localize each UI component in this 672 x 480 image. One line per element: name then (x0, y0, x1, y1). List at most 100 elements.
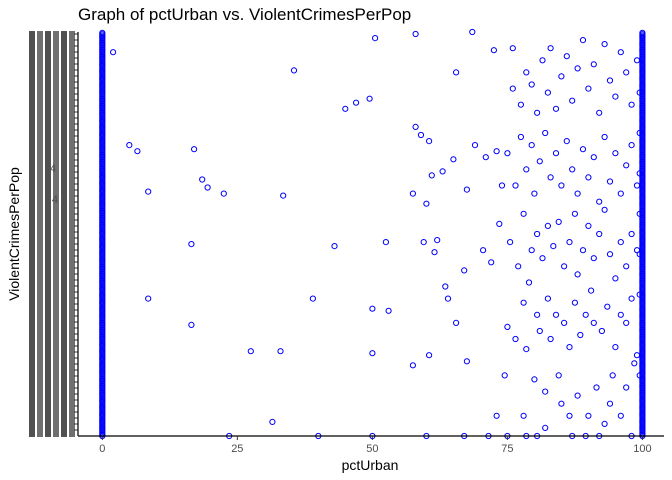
data-point (453, 69, 460, 76)
data-point (579, 37, 587, 44)
data-point (145, 188, 152, 195)
data-point (552, 105, 560, 112)
data-point (588, 287, 595, 294)
data-point (534, 109, 541, 116)
y-tick-label-band (29, 31, 35, 437)
data-point (366, 95, 373, 102)
data-point (461, 267, 468, 274)
data-point (488, 259, 495, 266)
data-point (188, 321, 195, 328)
data-point (423, 200, 430, 207)
data-point (534, 230, 541, 238)
data-point (247, 348, 254, 355)
data-point (558, 73, 565, 80)
data-point (204, 184, 211, 191)
data-point (574, 65, 581, 72)
y-tick-label-band (61, 31, 67, 437)
data-point (552, 150, 560, 157)
dense-columns (99, 29, 646, 440)
data-point (496, 220, 503, 227)
data-point (617, 311, 624, 318)
data-point (590, 255, 597, 262)
chart-title: Graph of pctUrban vs. ViolentCrimesPerPo… (78, 5, 411, 24)
data-point (601, 133, 608, 141)
data-point (623, 162, 630, 169)
data-point (612, 344, 619, 351)
data-point (555, 372, 562, 379)
data-point (110, 49, 117, 56)
data-point (520, 412, 527, 419)
data-point (636, 89, 643, 96)
data-point (574, 392, 581, 399)
data-point (558, 400, 565, 407)
data-point (342, 105, 349, 112)
data-point (596, 198, 603, 205)
data-point (426, 138, 433, 145)
data-point (544, 222, 552, 229)
data-point (612, 275, 619, 282)
data-point (617, 49, 624, 56)
data-point (585, 412, 592, 419)
data-point (628, 101, 635, 108)
data-point (636, 372, 643, 379)
data-point (571, 299, 579, 306)
data-point (636, 170, 643, 177)
data-point (606, 400, 614, 407)
data-point (269, 418, 276, 425)
data-point (277, 348, 284, 355)
data-point (601, 41, 608, 48)
data-point (501, 372, 508, 379)
data-point (420, 239, 427, 246)
data-point (531, 376, 538, 383)
data-point (528, 247, 535, 254)
data-point (372, 35, 379, 42)
data-point (547, 335, 554, 343)
data-point (631, 360, 638, 367)
data-point (493, 412, 500, 419)
data-point (539, 57, 546, 64)
data-point (509, 85, 516, 92)
data-point (544, 89, 552, 96)
data-point (563, 53, 570, 60)
data-point (528, 142, 535, 149)
data-point (542, 129, 549, 137)
data-point (561, 319, 568, 326)
data-point (523, 69, 530, 76)
data-point (590, 319, 597, 326)
data-point (617, 412, 624, 419)
data-point (585, 222, 592, 229)
y-tick-label-band (37, 31, 43, 437)
data-point (463, 358, 470, 365)
data-point (290, 67, 298, 74)
data-point (601, 420, 608, 427)
data-point (561, 263, 568, 270)
data-point (493, 148, 500, 155)
data-point (628, 295, 635, 302)
data-point (569, 97, 576, 104)
data-point (542, 388, 549, 395)
data-point (606, 178, 614, 185)
data-points (110, 28, 643, 440)
x-tick-label: 25 (231, 443, 243, 455)
data-point (609, 372, 616, 379)
data-point (636, 210, 643, 217)
data-point (590, 61, 597, 68)
data-point (623, 263, 630, 270)
data-point (623, 319, 630, 326)
data-point (633, 182, 641, 189)
data-point (606, 251, 614, 258)
data-point (598, 327, 606, 335)
data-point (525, 279, 533, 286)
data-point (99, 29, 106, 36)
y-tick-label-visible-2: 4 (52, 194, 58, 206)
data-point (309, 295, 316, 302)
data-point (547, 174, 554, 181)
data-point (385, 307, 392, 314)
data-point (463, 186, 470, 193)
data-point (517, 133, 525, 141)
data-point (417, 131, 425, 139)
data-point (353, 99, 360, 106)
data-point (490, 47, 497, 54)
data-point (536, 158, 543, 165)
y-tick-labels-cluttered (29, 31, 78, 437)
